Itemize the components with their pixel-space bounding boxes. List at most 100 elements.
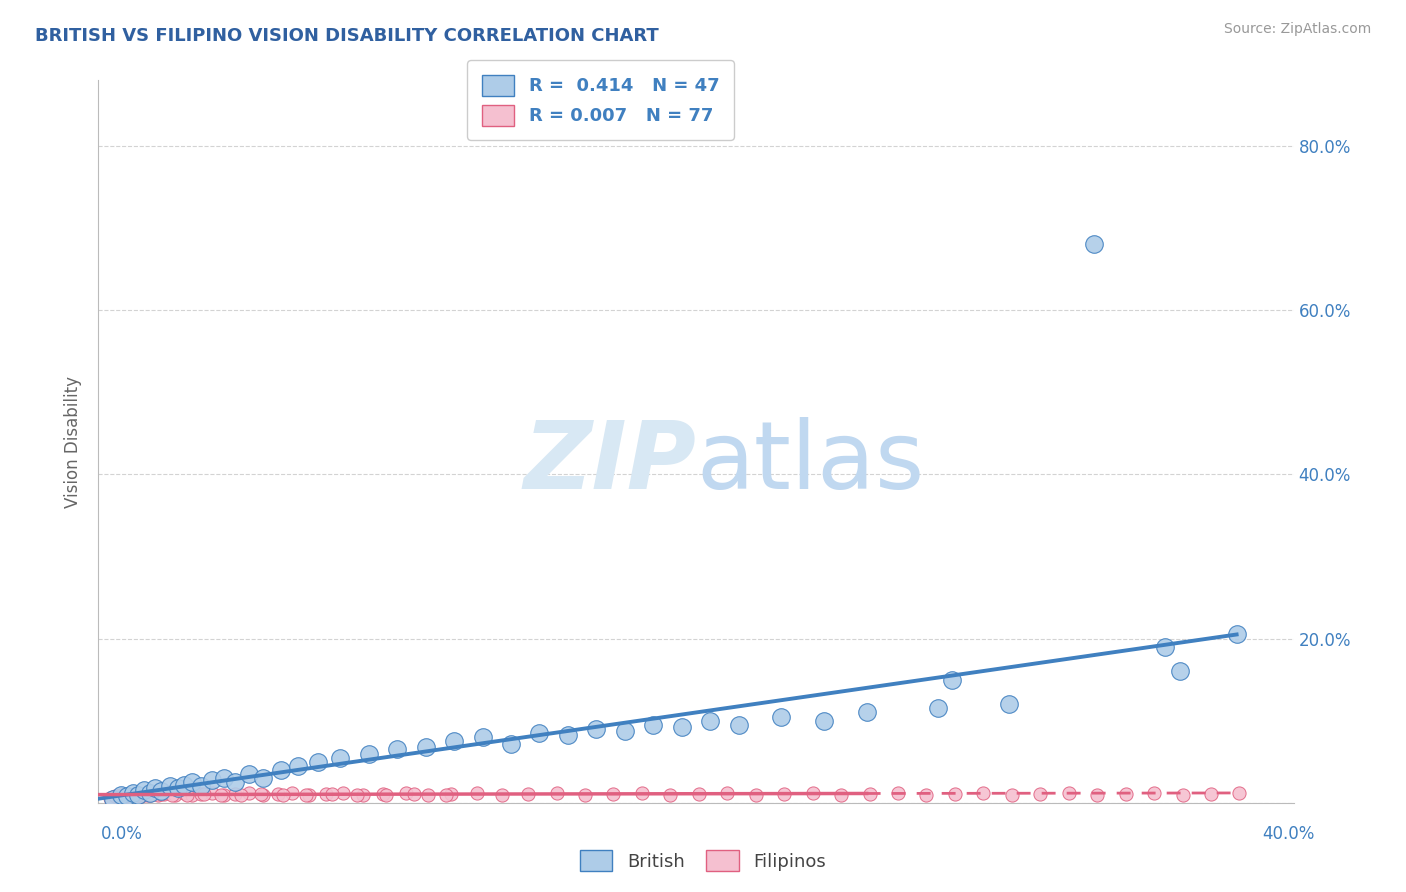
Point — [212, 771, 235, 785]
Point — [631, 786, 654, 800]
Legend: British, Filipinos: British, Filipinos — [572, 843, 834, 879]
Point — [104, 789, 127, 804]
Point — [165, 788, 187, 802]
Point — [972, 786, 994, 800]
Point — [415, 739, 437, 754]
Point — [167, 780, 190, 795]
Point — [190, 780, 212, 794]
Point — [127, 788, 149, 802]
Point — [121, 786, 143, 800]
Point — [943, 787, 966, 801]
Point — [181, 788, 204, 802]
Point — [150, 784, 173, 798]
Point — [112, 790, 135, 805]
Point — [1029, 787, 1052, 801]
Point — [321, 787, 343, 801]
Point — [138, 786, 160, 800]
Point — [855, 706, 877, 720]
Point — [209, 789, 232, 803]
Text: 0.0%: 0.0% — [101, 825, 143, 843]
Point — [357, 747, 380, 761]
Point — [287, 759, 309, 773]
Point — [110, 788, 132, 802]
Point — [1085, 788, 1108, 802]
Point — [201, 772, 224, 787]
Point — [176, 788, 198, 802]
Point — [1199, 787, 1222, 801]
Point — [115, 789, 138, 804]
Point — [162, 789, 184, 803]
Point — [252, 771, 274, 785]
Point — [557, 729, 579, 743]
Point — [224, 787, 246, 801]
Point — [1171, 788, 1194, 802]
Point — [716, 786, 738, 800]
Point — [1083, 237, 1105, 252]
Point — [346, 789, 368, 803]
Point — [132, 783, 155, 797]
Point — [173, 778, 195, 792]
Point — [773, 787, 796, 801]
Point — [249, 787, 271, 801]
Point — [770, 709, 793, 723]
Point — [471, 730, 494, 744]
Point — [585, 722, 607, 736]
Text: atlas: atlas — [696, 417, 924, 509]
Point — [927, 701, 949, 715]
Point — [440, 787, 463, 801]
Point — [699, 714, 721, 728]
Point — [329, 750, 352, 764]
Point — [138, 789, 160, 803]
Y-axis label: Vision Disability: Vision Disability — [65, 376, 83, 508]
Point — [434, 789, 457, 803]
Point — [529, 726, 551, 740]
Point — [465, 786, 488, 800]
Point — [1226, 627, 1249, 641]
Point — [98, 790, 121, 805]
Point — [813, 714, 835, 728]
Point — [281, 786, 304, 800]
Point — [153, 787, 176, 801]
Point — [404, 787, 426, 801]
Point — [659, 788, 682, 802]
Point — [315, 787, 337, 801]
Point — [193, 787, 215, 801]
Point — [602, 787, 624, 801]
Point — [270, 763, 292, 777]
Point — [643, 718, 665, 732]
Point — [1057, 786, 1080, 800]
Point — [307, 755, 329, 769]
Point — [135, 788, 157, 802]
Point — [127, 788, 149, 802]
Point — [1115, 787, 1137, 801]
Point — [101, 791, 124, 805]
Point — [143, 780, 166, 795]
Point — [190, 787, 212, 801]
Point — [418, 788, 440, 802]
Point — [887, 786, 910, 800]
Point — [1229, 786, 1251, 800]
Text: Source: ZipAtlas.com: Source: ZipAtlas.com — [1223, 22, 1371, 37]
Point — [499, 737, 522, 751]
Point — [385, 742, 409, 756]
Legend: R =  0.414   N = 47, R = 0.007   N = 77: R = 0.414 N = 47, R = 0.007 N = 77 — [467, 61, 734, 140]
Point — [124, 787, 146, 801]
Point — [574, 788, 596, 802]
Point — [238, 786, 260, 800]
Point — [443, 734, 465, 748]
Point — [332, 786, 354, 800]
Point — [671, 720, 693, 734]
Point — [273, 789, 295, 803]
Point — [212, 788, 235, 802]
Point — [517, 787, 540, 801]
Point — [830, 788, 852, 802]
Point — [148, 789, 170, 803]
Point — [688, 787, 710, 801]
Point — [115, 789, 138, 803]
Point — [371, 787, 394, 801]
Point — [352, 788, 374, 802]
Point — [745, 788, 768, 802]
Point — [1168, 665, 1191, 679]
Point — [150, 787, 173, 801]
Point — [998, 698, 1021, 712]
